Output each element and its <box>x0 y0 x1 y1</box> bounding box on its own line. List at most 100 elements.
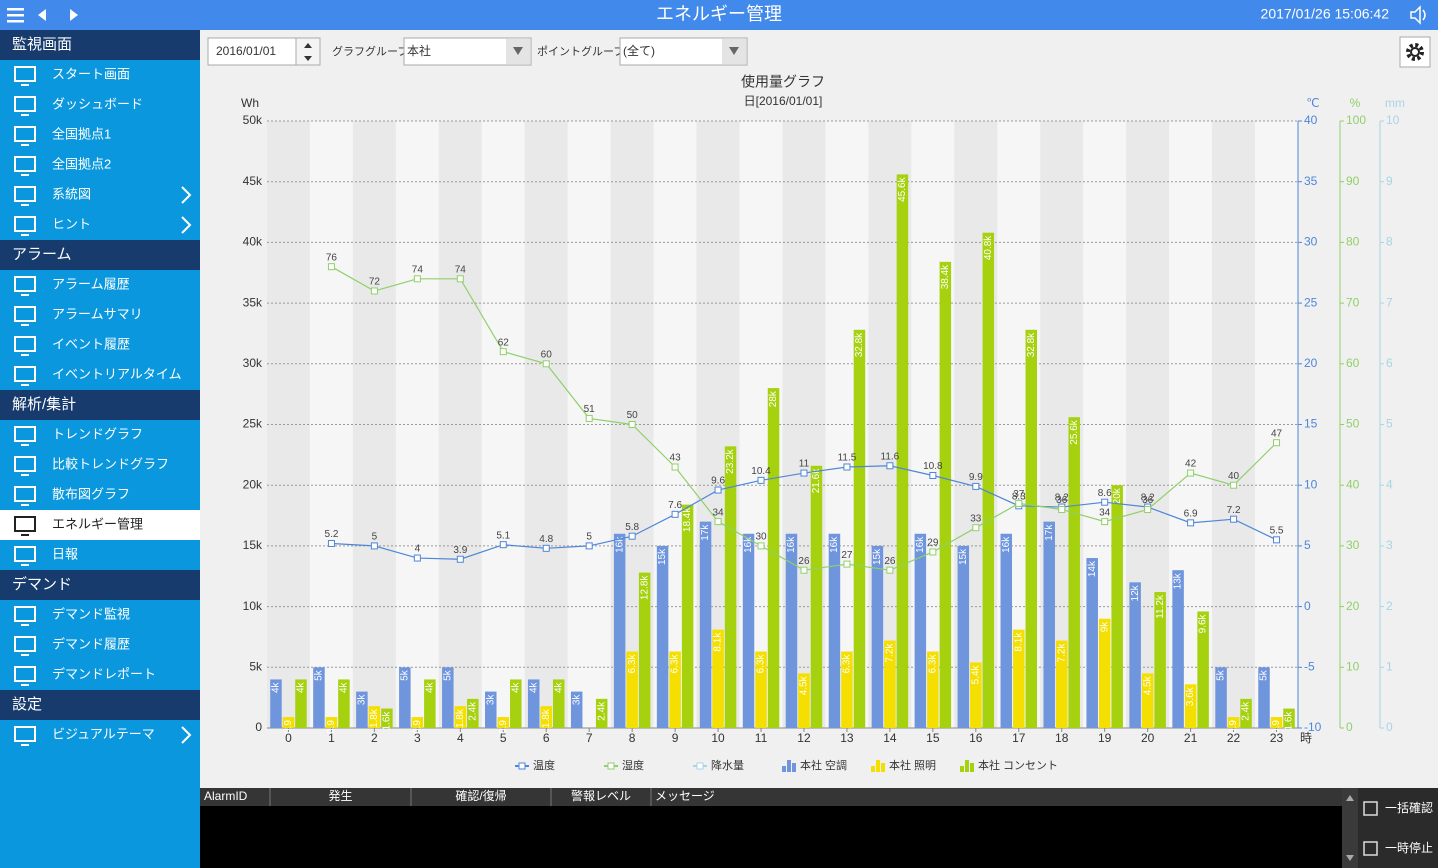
x-tick-label: 11 <box>755 731 768 745</box>
scroll-up[interactable] <box>1346 795 1354 801</box>
menu-label[interactable]: 全国拠点2 <box>52 156 111 171</box>
legend-label: 降水量 <box>711 758 744 772</box>
menu-label[interactable]: エネルギー管理 <box>52 516 143 531</box>
sound-button[interactable] <box>1410 5 1426 25</box>
y-tick-label: 5 <box>1386 417 1393 431</box>
section-header <box>0 390 200 420</box>
spin-down[interactable] <box>304 56 312 61</box>
menu-icon <box>14 186 36 202</box>
point-group-value: (全て) <box>623 43 655 58</box>
menu-label[interactable]: イベント履歴 <box>52 336 130 351</box>
bar <box>853 329 866 728</box>
x-tick-label: 13 <box>840 731 854 745</box>
bar-value-label: 45.6k <box>897 176 908 201</box>
menu-item-active[interactable] <box>0 510 200 540</box>
bar <box>1270 717 1283 728</box>
y-tick-label: 35 <box>1304 174 1318 188</box>
bar <box>798 673 810 728</box>
menu-label[interactable]: デマンドレポート <box>52 666 156 681</box>
bar-value-label: 16k <box>786 536 797 553</box>
section-header <box>0 240 200 270</box>
bar <box>656 545 669 728</box>
menu-label[interactable]: 比較トレンドグラフ <box>52 456 169 471</box>
menu-label[interactable]: トレンドグラフ <box>52 426 143 441</box>
menu-label[interactable]: 散布図グラフ <box>52 486 130 501</box>
bar-value-label: 8.1k <box>713 632 724 652</box>
line-value-label: 10.4 <box>751 466 771 477</box>
x-tick-label: 22 <box>1227 731 1241 745</box>
menu-icon[interactable] <box>7 8 24 11</box>
legend-bar <box>876 760 880 772</box>
line-marker <box>929 548 937 556</box>
menu-label[interactable]: ビジュアルテーマ <box>52 726 155 741</box>
line-value-label: 29 <box>927 538 939 549</box>
bar-value-label: 5k <box>1259 669 1270 681</box>
y-tick-label: 2 <box>1386 599 1393 613</box>
bar <box>1086 558 1098 728</box>
menu-label[interactable]: 全国拠点1 <box>52 126 111 141</box>
x-tick-label: 21 <box>1184 731 1198 745</box>
menu-icon <box>14 486 36 502</box>
line-value-label: 34 <box>1099 507 1111 518</box>
bar <box>1258 667 1270 728</box>
bar-value-label: 3k <box>357 694 368 706</box>
bar-value-label: 17k <box>1044 524 1055 541</box>
bar-value-label: 4.5k <box>1142 675 1153 695</box>
bar-value-label: 1.8k <box>455 708 466 728</box>
line-value-label: 47 <box>1271 428 1283 439</box>
header-bar <box>0 0 1438 30</box>
line-value-label: 9.6 <box>711 476 725 487</box>
column-header[interactable]: 警報レベル <box>571 788 631 803</box>
bar-value-label: 23.2k <box>725 448 736 473</box>
bar <box>1013 629 1025 728</box>
line-value-label: 36 <box>1142 495 1154 506</box>
back-button[interactable] <box>38 9 46 21</box>
menu-label[interactable]: イベントリアルタイム <box>52 366 182 381</box>
bar-value-label: 1.8k <box>541 708 552 728</box>
line-value-label: 11.5 <box>838 453 857 464</box>
bar-value-label: 6.3k <box>842 654 853 674</box>
menu-label[interactable]: デマンド監視 <box>52 606 130 621</box>
menu-icon[interactable] <box>7 14 24 17</box>
column-header[interactable]: AlarmID <box>204 789 248 803</box>
button-label[interactable]: 一時停止 <box>1385 840 1433 855</box>
menu-label[interactable]: アラーム履歴 <box>52 276 130 291</box>
line-marker <box>628 532 636 540</box>
menu-label[interactable]: ヒント <box>52 216 91 231</box>
menu-item[interactable] <box>0 540 200 570</box>
menu-label[interactable]: 日報 <box>52 546 78 561</box>
menu-label[interactable]: アラームサマリ <box>52 306 143 321</box>
button-label[interactable]: 一括確認 <box>1385 800 1433 815</box>
bar-value-label: 16k <box>1001 536 1012 553</box>
bar-value-label: 4k <box>271 681 282 693</box>
forward-button[interactable] <box>70 9 78 21</box>
date-value: 2016/01/01 <box>216 44 276 58</box>
line-value-label: 34 <box>713 507 725 518</box>
menu-icon[interactable] <box>7 20 24 23</box>
bar-value-label: 5k <box>399 669 410 681</box>
column-header[interactable]: メッセージ <box>655 789 715 803</box>
menu-item[interactable] <box>0 210 200 240</box>
line-marker <box>1230 481 1238 489</box>
legend-label: 本社 コンセント <box>978 758 1058 772</box>
line-marker <box>585 542 593 550</box>
bar <box>638 572 651 728</box>
menu-icon <box>14 366 36 382</box>
bar-value-label: 16k <box>915 536 926 553</box>
menu-label[interactable]: ダッシュボード <box>52 96 143 111</box>
bar <box>1000 533 1013 728</box>
bar <box>785 533 798 728</box>
x-tick-label: 1 <box>328 731 335 745</box>
column-header[interactable]: 発生 <box>328 789 352 803</box>
scroll-down[interactable] <box>1346 855 1354 861</box>
column-header[interactable]: 確認/復帰 <box>455 788 506 803</box>
bar <box>1215 667 1227 728</box>
settings-button[interactable] <box>1399 36 1431 68</box>
bar-value-label: 0.9 <box>1228 720 1239 734</box>
menu-item[interactable] <box>0 180 200 210</box>
menu-label[interactable]: 系統図 <box>52 186 91 201</box>
menu-label[interactable]: デマンド履歴 <box>52 636 130 651</box>
spin-up[interactable] <box>304 43 312 48</box>
menu-label[interactable]: スタート画面 <box>52 66 130 81</box>
